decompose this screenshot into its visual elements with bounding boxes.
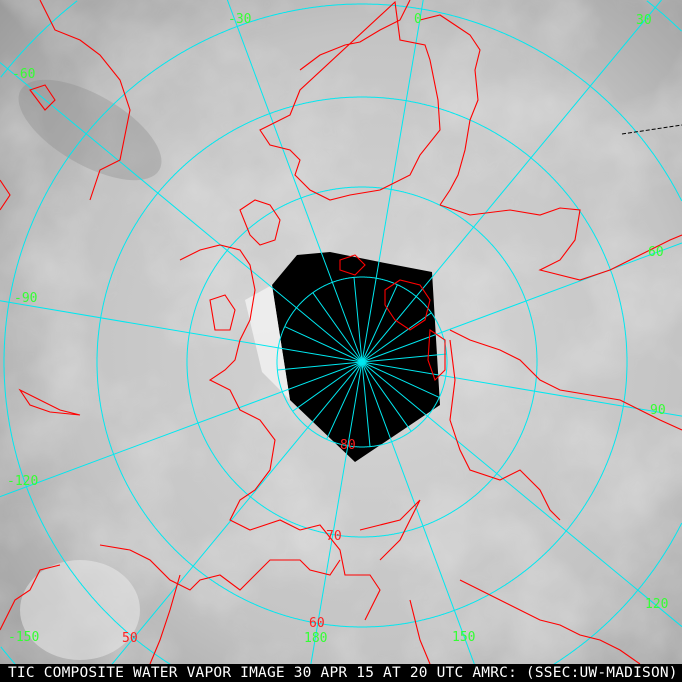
coastline-alaska — [0, 544, 341, 665]
coastline-greenland — [259, 0, 441, 201]
meridian--165 — [326, 361, 363, 440]
latitude-circle-70 — [186, 186, 538, 538]
longitude-label: 90 — [650, 403, 666, 418]
cloud-swirl — [20, 560, 140, 660]
grid-labels: -30 0 30 60 90 120 150 180 -150 -120 -90 -60 80 70 60 5… — [7, 12, 668, 646]
latitude-circle-50 — [3, 3, 682, 682]
meridian-150 — [361, 361, 482, 682]
longitude-label: 60 — [648, 245, 664, 260]
longitude-label: -150 — [8, 630, 39, 645]
meridian-30 — [361, 0, 662, 363]
meridian--60 — [0, 62, 363, 363]
latitude-label: 50 — [122, 631, 138, 646]
meridian-15 — [361, 284, 398, 363]
meridian-0 — [361, 0, 424, 363]
coastline-siberia-islands — [339, 254, 446, 382]
meridian--75 — [284, 326, 363, 363]
coastlines — [0, 0, 682, 665]
coastline-eurasia — [439, 204, 682, 521]
longitude-label: 120 — [645, 597, 668, 612]
meridian-60 — [361, 242, 682, 363]
longitude-label: 30 — [636, 13, 652, 28]
meridian-120 — [361, 361, 682, 628]
meridian--120 — [0, 361, 363, 498]
meridian--30 — [226, 0, 363, 363]
latitude-label: 70 — [326, 529, 342, 544]
bright-edge — [245, 285, 290, 400]
meridian-75 — [361, 353, 447, 363]
meridian--105 — [277, 361, 363, 371]
latitude-label: 60 — [309, 616, 325, 631]
longitude-label: -120 — [7, 474, 38, 489]
meridian--180 — [307, 361, 363, 682]
meridian-45 — [361, 312, 432, 363]
coastline-hudson — [18, 388, 81, 416]
latitude-label: 80 — [340, 438, 356, 453]
coastline-arctic-archipelago — [209, 199, 281, 331]
meridian-135 — [361, 361, 412, 432]
meridian-165 — [361, 361, 371, 447]
longitude-label: 0 — [414, 12, 422, 27]
longitude-label: 150 — [452, 630, 475, 645]
coastline-baffin — [0, 0, 131, 211]
meridian--90 — [0, 300, 363, 363]
longitude-label: -60 — [12, 67, 35, 82]
coastline-scandinavia — [419, 14, 481, 206]
image-caption: TIC COMPOSITE WATER VAPOR IMAGE 30 APR 1… — [0, 664, 682, 682]
meridian--135 — [292, 361, 363, 412]
meridian--150 — [96, 361, 363, 682]
meridian--15 — [353, 277, 363, 363]
latitude-circle-60 — [96, 96, 628, 628]
meridian-90 — [361, 361, 682, 417]
meridian--45 — [312, 292, 363, 363]
latitude-circle-80 — [276, 276, 448, 448]
coastline-chukotka — [299, 499, 431, 665]
coastline-kamchatka — [459, 579, 641, 665]
longitude-label: -30 — [228, 12, 251, 27]
meridian-105 — [361, 361, 440, 398]
scan-line-artifact — [621, 124, 682, 135]
longitude-label: 180 — [304, 631, 327, 646]
longitude-label: -90 — [14, 291, 37, 306]
coastline-canada — [179, 244, 301, 531]
